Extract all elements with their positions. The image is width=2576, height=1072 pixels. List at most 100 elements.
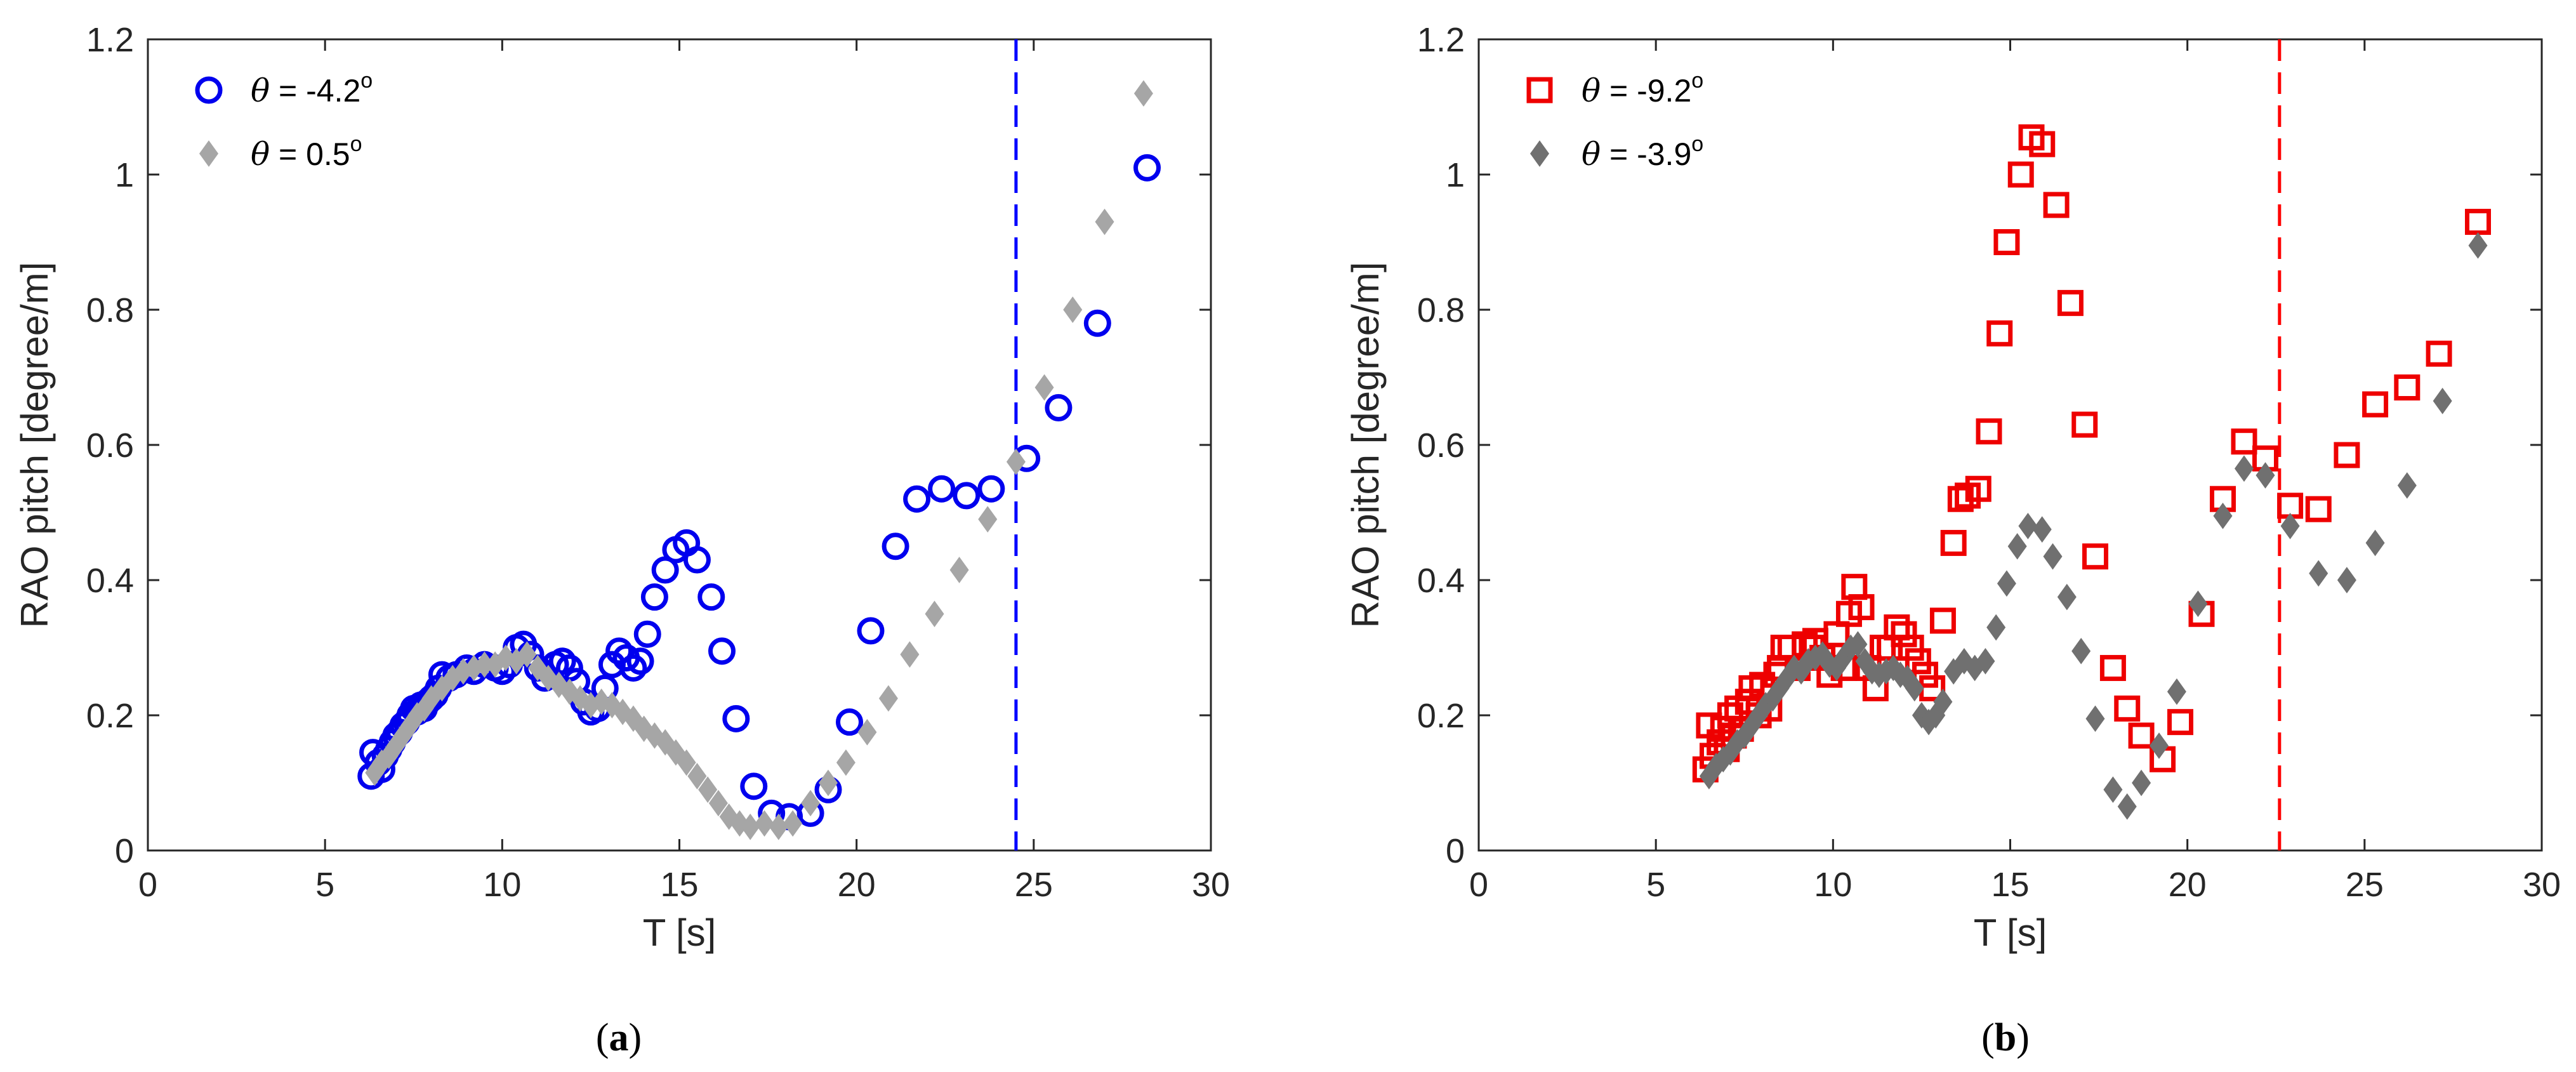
data-point bbox=[2018, 512, 2038, 539]
legend: θ = -9.2o θ = -3.9o bbox=[1526, 69, 1703, 173]
y-tick-label: 0.8 bbox=[1417, 291, 1465, 329]
data-point bbox=[2167, 709, 2193, 736]
data-point bbox=[1898, 635, 1924, 661]
data-point bbox=[2188, 590, 2208, 618]
legend-marker bbox=[1529, 140, 1550, 167]
data-point bbox=[633, 620, 661, 648]
data-point bbox=[517, 641, 537, 668]
data-point bbox=[740, 772, 768, 800]
x-tick-label: 25 bbox=[1015, 866, 1053, 904]
legend: θ = -4.2o θ = 0.5o bbox=[195, 69, 373, 173]
data-point bbox=[1933, 688, 1953, 715]
data-point bbox=[2057, 289, 2084, 316]
legend-entry-label: θ = -4.2o bbox=[251, 69, 373, 109]
data-point bbox=[1891, 621, 1917, 647]
legend-marker bbox=[195, 76, 223, 104]
data-point bbox=[640, 583, 668, 611]
data-point bbox=[2082, 543, 2108, 570]
x-axis-label: T [s] bbox=[643, 911, 717, 954]
y-tick-label: 0.2 bbox=[1417, 697, 1465, 735]
data-point bbox=[836, 749, 855, 776]
x-tick-label: 15 bbox=[660, 866, 698, 904]
data-point bbox=[1133, 80, 1153, 107]
data-point bbox=[605, 637, 633, 665]
y-tick-label: 0.4 bbox=[1417, 562, 1465, 600]
data-point bbox=[1986, 320, 2013, 347]
data-point bbox=[1993, 229, 2020, 255]
data-point bbox=[719, 803, 739, 830]
data-point bbox=[2085, 705, 2105, 732]
data-point bbox=[1976, 418, 2002, 445]
data-point bbox=[656, 729, 675, 756]
data-point bbox=[1848, 631, 1868, 658]
data-point bbox=[548, 647, 576, 675]
data-point bbox=[1986, 614, 2006, 641]
panel-caption: (a) bbox=[596, 1016, 642, 1059]
data-point bbox=[1095, 208, 1114, 235]
data-point bbox=[903, 485, 931, 513]
data-point bbox=[836, 708, 863, 736]
x-tick-label: 25 bbox=[2346, 866, 2384, 904]
data-point bbox=[2007, 161, 2034, 188]
data-point bbox=[801, 790, 821, 817]
panel-a-chart: 0 5 10 15 20 25 30 0 0.2 0.4 0.6 0.8 1 1.2 T [s] RAO pi… bbox=[13, 21, 1230, 1059]
data-point bbox=[1929, 607, 1956, 634]
legend-entry-label: θ = -3.9o bbox=[1582, 132, 1703, 173]
x-tick-label: 20 bbox=[838, 866, 876, 904]
y-tick-label: 0 bbox=[115, 832, 134, 870]
legend-marker bbox=[199, 140, 219, 167]
series-2 bbox=[365, 80, 1153, 840]
data-point bbox=[1848, 594, 1875, 621]
x-tick-label: 30 bbox=[1192, 866, 1230, 904]
data-point bbox=[2234, 455, 2254, 482]
data-point bbox=[708, 637, 736, 665]
data-point bbox=[1997, 570, 2016, 597]
y-tick-label: 0.2 bbox=[86, 697, 134, 735]
data-point bbox=[2256, 462, 2275, 489]
data-point bbox=[626, 647, 654, 675]
data-point bbox=[783, 810, 803, 837]
y-axis-label: RAO pitch [degree/m] bbox=[13, 262, 56, 628]
data-point bbox=[2071, 411, 2098, 438]
data-point bbox=[2231, 428, 2257, 455]
data-point bbox=[683, 546, 711, 574]
data-point bbox=[2057, 583, 2077, 611]
data-point bbox=[730, 810, 750, 837]
x-tick-label: 10 bbox=[1814, 866, 1852, 904]
data-point bbox=[1905, 675, 1924, 702]
data-point bbox=[1884, 614, 1910, 641]
data-point bbox=[2029, 131, 2056, 157]
data-point bbox=[687, 762, 707, 790]
data-point bbox=[2337, 567, 2356, 593]
data-point bbox=[2305, 496, 2332, 522]
data-point bbox=[722, 705, 750, 732]
x-tick-label: 20 bbox=[2169, 866, 2207, 904]
data-point bbox=[1006, 448, 1026, 475]
y-tick-label: 1.2 bbox=[1417, 21, 1465, 59]
y-tick-label: 0.4 bbox=[86, 562, 134, 600]
panel-caption: (b) bbox=[1981, 1016, 2030, 1059]
data-point bbox=[2433, 387, 2452, 414]
data-point bbox=[953, 482, 981, 510]
y-tick-label: 0.6 bbox=[1417, 427, 1465, 465]
legend-marker bbox=[1526, 77, 1553, 103]
data-point bbox=[698, 776, 718, 804]
data-point bbox=[2099, 654, 2126, 681]
y-tick-label: 1 bbox=[115, 156, 134, 194]
x-tick-label: 30 bbox=[2523, 866, 2561, 904]
data-point bbox=[2397, 472, 2417, 499]
legend-entry-label: θ = 0.5o bbox=[251, 132, 362, 173]
data-point bbox=[2280, 512, 2300, 539]
data-point bbox=[878, 685, 898, 712]
x-tick-label: 0 bbox=[138, 866, 157, 904]
data-point bbox=[2426, 340, 2452, 367]
data-point bbox=[645, 722, 664, 749]
data-point bbox=[2362, 391, 2389, 418]
data-point bbox=[1083, 309, 1111, 337]
y-tick-label: 1.2 bbox=[86, 21, 134, 59]
data-point bbox=[619, 654, 647, 682]
data-point bbox=[1063, 296, 1083, 323]
data-point bbox=[1034, 374, 1054, 401]
x-tick-label: 10 bbox=[483, 866, 521, 904]
data-point bbox=[651, 556, 679, 584]
